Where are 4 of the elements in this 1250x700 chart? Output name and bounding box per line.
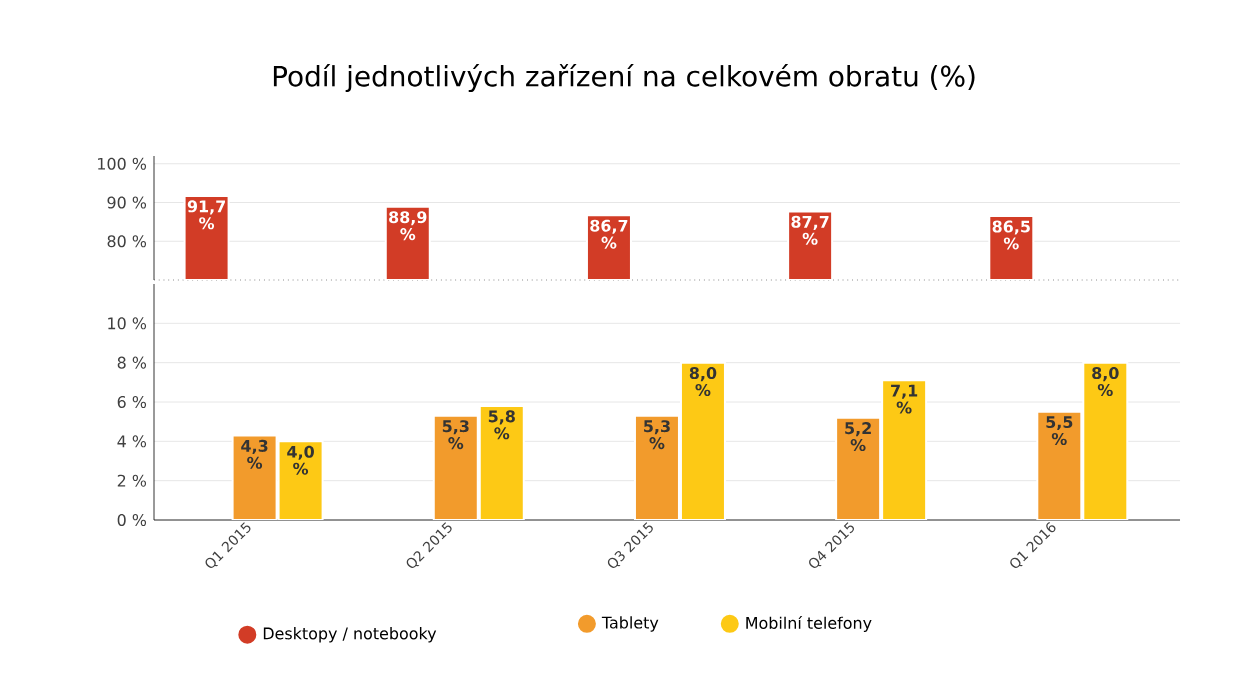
bar xyxy=(1082,361,1129,520)
chart-title: Podíl jednotlivých zařízení na celkovém obratu (%) xyxy=(273,63,975,93)
bar xyxy=(881,379,928,520)
bar xyxy=(679,361,726,520)
